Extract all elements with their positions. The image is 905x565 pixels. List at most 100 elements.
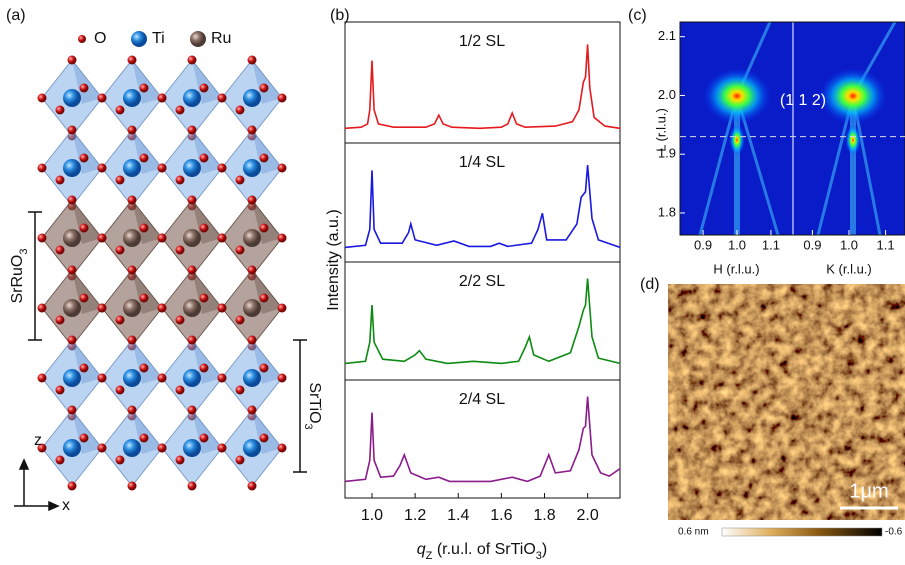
atom-o — [247, 265, 257, 275]
spectrum — [344, 396, 621, 483]
legend-icon — [78, 35, 86, 43]
octahedron-face — [72, 130, 102, 174]
atom-o — [235, 105, 245, 115]
atom-o — [97, 163, 107, 173]
x-tick-label: 1.4 — [447, 507, 469, 524]
octahedron-face — [192, 340, 222, 384]
y-axis-label: Intensity (a.u.) — [325, 209, 342, 310]
atom-o — [247, 335, 257, 345]
atom-o — [139, 153, 149, 163]
annotation: (1 1 2) — [780, 92, 826, 109]
x-tick-label: 2.0 — [577, 507, 599, 524]
atom-o — [235, 175, 245, 185]
octahedron-face — [252, 270, 282, 314]
atom-o — [217, 163, 227, 173]
atom-o — [97, 373, 107, 383]
panel-b: (b) Intensity (a.u.) qZ (r.u.l. of SrTiO… — [325, 7, 621, 562]
peak — [845, 124, 861, 156]
atom — [183, 369, 201, 387]
spectrum — [344, 278, 621, 365]
y-tick-label: 2.1 — [658, 28, 676, 43]
atom-o — [79, 363, 89, 373]
octahedron-face — [192, 410, 222, 454]
panel-c: (c) (1 1 2) L (r.l.u.) 1.8 1.9 2.0 2.1 0.9 1.… — [628, 7, 905, 276]
x-tick-label: 1.8 — [533, 507, 555, 524]
legend-icon — [190, 31, 206, 47]
x-tick-label: 1.2 — [404, 507, 426, 524]
atom-o — [37, 233, 47, 243]
afm-image — [668, 284, 905, 520]
atom-o — [175, 105, 185, 115]
atom-o — [187, 405, 197, 415]
x-axis-label: H (r.l.u.) — [713, 261, 759, 276]
layer-arrows — [28, 211, 307, 473]
panel-label: (d) — [640, 276, 660, 293]
label-text: SrTiO — [306, 382, 323, 423]
atom-o — [247, 55, 257, 65]
atom-o — [79, 223, 89, 233]
atom-o — [157, 373, 167, 383]
atom-o — [127, 335, 137, 345]
octahedron-face — [132, 200, 162, 244]
octahedron-face — [192, 130, 222, 174]
atom-o — [175, 315, 185, 325]
octahedron-face — [252, 60, 282, 104]
atom-o — [259, 153, 269, 163]
atom — [63, 159, 81, 177]
series-label: 1/4 SL — [459, 154, 505, 171]
subplot-frame — [344, 379, 621, 499]
atom-o — [199, 293, 209, 303]
atom-o — [37, 373, 47, 383]
atom-o — [139, 433, 149, 443]
atom-o — [127, 125, 137, 135]
atom — [123, 439, 141, 457]
atom-o — [139, 293, 149, 303]
x-axis-label: K (r.l.u.) — [826, 261, 872, 276]
atom-o — [277, 163, 287, 173]
atom-o — [79, 433, 89, 443]
atom-o — [79, 83, 89, 93]
y-tick-label: 2.0 — [658, 87, 676, 102]
series-label: 2/2 SL — [459, 273, 505, 290]
colorbar — [721, 527, 883, 537]
atom-o — [235, 385, 245, 395]
atom-o — [235, 315, 245, 325]
atom-o — [217, 373, 227, 383]
octahedron-face — [132, 130, 162, 174]
label-sub: 3 — [18, 248, 30, 254]
atom-o — [139, 83, 149, 93]
atom-o — [127, 195, 137, 205]
label-symbol: q — [417, 541, 426, 558]
atom-o — [127, 405, 137, 415]
atom-o — [217, 233, 227, 243]
atom-o — [127, 265, 137, 275]
atom-o — [67, 125, 77, 135]
atom-o — [175, 245, 185, 255]
atom — [243, 369, 261, 387]
layer-label: SrRuO3 — [9, 248, 30, 303]
atom — [123, 369, 141, 387]
atom-o — [67, 481, 77, 491]
label-text: SrRuO — [9, 255, 26, 304]
atom-o — [247, 125, 257, 135]
octahedron-face — [192, 270, 222, 314]
atom-o — [115, 315, 125, 325]
y-tick-label: 1.8 — [658, 204, 676, 219]
atom-o — [55, 175, 65, 185]
label-text: ) — [542, 541, 547, 558]
panel-label: (a) — [6, 7, 26, 24]
atom-o — [127, 481, 137, 491]
atom-o — [259, 363, 269, 373]
colorbar-label: 0.6 nm — [678, 527, 709, 538]
atom-o — [115, 455, 125, 465]
atom-o — [199, 363, 209, 373]
octahedron-face — [252, 130, 282, 174]
layer-label: SrTiO3 — [302, 382, 323, 429]
spectrum — [344, 165, 621, 249]
x-tick-label: 1.0 — [840, 237, 858, 252]
atom-o — [175, 455, 185, 465]
atom-o — [247, 405, 257, 415]
atom-o — [37, 443, 47, 453]
atom-o — [187, 265, 197, 275]
atom-o — [97, 233, 107, 243]
